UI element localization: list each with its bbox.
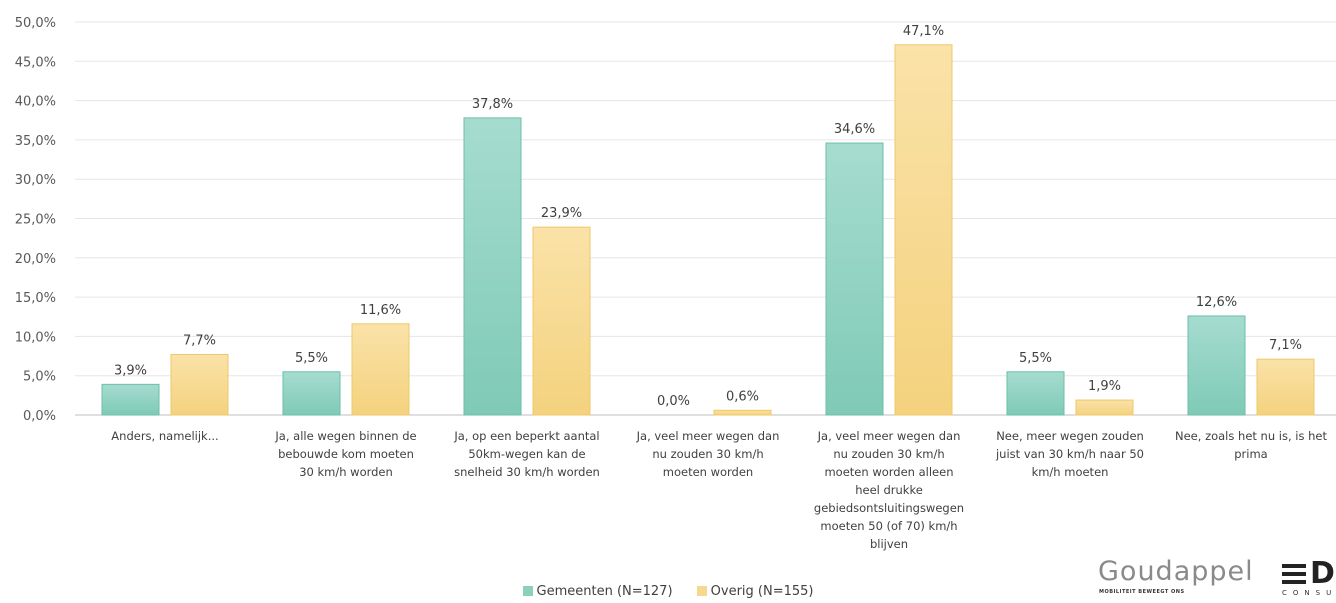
bar-overig — [532, 226, 591, 416]
gridlines — [75, 21, 1336, 416]
bar-overig — [351, 323, 410, 416]
data-label: 11,6% — [360, 303, 401, 318]
chart-area: 0,0% 5,0% 10,0% 15,0% 20,0% 25,0% 30,0% 35,0% 40… — [15, 16, 1336, 551]
y-tick-label: 35,0% — [15, 134, 56, 149]
logo-lines-icon — [1282, 564, 1306, 584]
y-tick-label: 15,0% — [15, 291, 56, 306]
data-label: 7,1% — [1269, 338, 1302, 353]
y-axis: 0,0% 5,0% 10,0% 15,0% 20,0% 25,0% 30,0% 35,0% 40… — [15, 16, 56, 424]
legend-item-gemeenten: Gemeenten (N=127) — [522, 584, 673, 599]
x-tick-label: Anders, namelijk... — [111, 429, 218, 443]
data-label: 0,6% — [726, 389, 759, 404]
y-tick-label: 25,0% — [15, 213, 56, 228]
logo-subtext: CONSULT — [1282, 589, 1336, 597]
x-tick-label: Ja, alle wegen binnen de bebouwde kom moe… — [274, 429, 416, 479]
x-tick-label: Nee, meer wegen zouden juist van 30 km/h … — [995, 429, 1144, 479]
bar-overig — [713, 409, 772, 416]
y-tick-label: 5,0% — [23, 370, 56, 385]
bar-gemeenten — [1006, 371, 1065, 416]
x-axis: Anders, namelijk... Ja, alle wegen binnen… — [111, 429, 1327, 551]
y-tick-label: 20,0% — [15, 252, 56, 267]
x-tick-label: Ja, veel meer wegen dan nu zouden 30 km/h… — [636, 429, 780, 479]
bar-overig — [170, 353, 229, 416]
y-tick-label: 30,0% — [15, 173, 56, 188]
data-labels: 3,9% 7,7% 5,5% 11,6% 37,8% 23,9% 0,0% 0,6% 34,6%… — [114, 24, 1302, 409]
data-label: 23,9% — [541, 206, 582, 221]
bar-overig — [1075, 399, 1134, 416]
y-tick-label: 45,0% — [15, 55, 56, 70]
y-tick-label: 50,0% — [15, 16, 56, 31]
data-label: 1,9% — [1088, 379, 1121, 394]
goudappel-logo: Goudappel MOBILITEIT BEWEEGT ONS D CONSU… — [1098, 556, 1336, 603]
bar-gemeenten — [1187, 315, 1246, 416]
legend-label-overig: Overig (N=155) — [710, 584, 814, 599]
bar-gemeenten — [101, 383, 160, 416]
legend-label-gemeenten: Gemeenten (N=127) — [536, 584, 673, 599]
legend-swatch-overig — [696, 586, 707, 596]
logo-wordmark: Goudappel — [1098, 556, 1254, 587]
data-label: 12,6% — [1196, 295, 1237, 310]
logo-tagline: MOBILITEIT BEWEEGT ONS — [1099, 589, 1185, 595]
data-label: 0,0% — [657, 394, 690, 409]
x-tick-label: Nee, zoals het nu is, is het prima — [1175, 429, 1327, 461]
x-tick-label: Ja, op een beperkt aantal 50km-wegen kan … — [453, 429, 599, 479]
bar-gemeenten — [282, 371, 341, 416]
data-label: 37,8% — [472, 97, 513, 112]
data-label: 47,1% — [903, 24, 944, 39]
data-label: 5,5% — [295, 351, 328, 366]
data-label: 7,7% — [183, 333, 216, 348]
data-label: 3,9% — [114, 363, 147, 378]
y-tick-label: 40,0% — [15, 95, 56, 110]
bar-overig — [894, 44, 953, 416]
logo-mark: D — [1310, 556, 1335, 591]
x-tick-label: Ja, veel meer wegen dan nu zouden 30 km/h… — [814, 429, 964, 551]
y-tick-label: 10,0% — [15, 330, 56, 345]
bar-gemeenten — [825, 142, 884, 416]
legend-item-overig: Overig (N=155) — [696, 584, 814, 599]
y-tick-label: 0,0% — [23, 409, 56, 424]
data-label: 5,5% — [1019, 351, 1052, 366]
legend: Gemeenten (N=127) Overig (N=155) — [0, 584, 1336, 599]
bars — [101, 44, 1315, 416]
legend-swatch-gemeenten — [522, 586, 533, 596]
data-label: 34,6% — [834, 122, 875, 137]
bar-gemeenten — [463, 117, 522, 416]
bar-overig — [1256, 358, 1315, 416]
